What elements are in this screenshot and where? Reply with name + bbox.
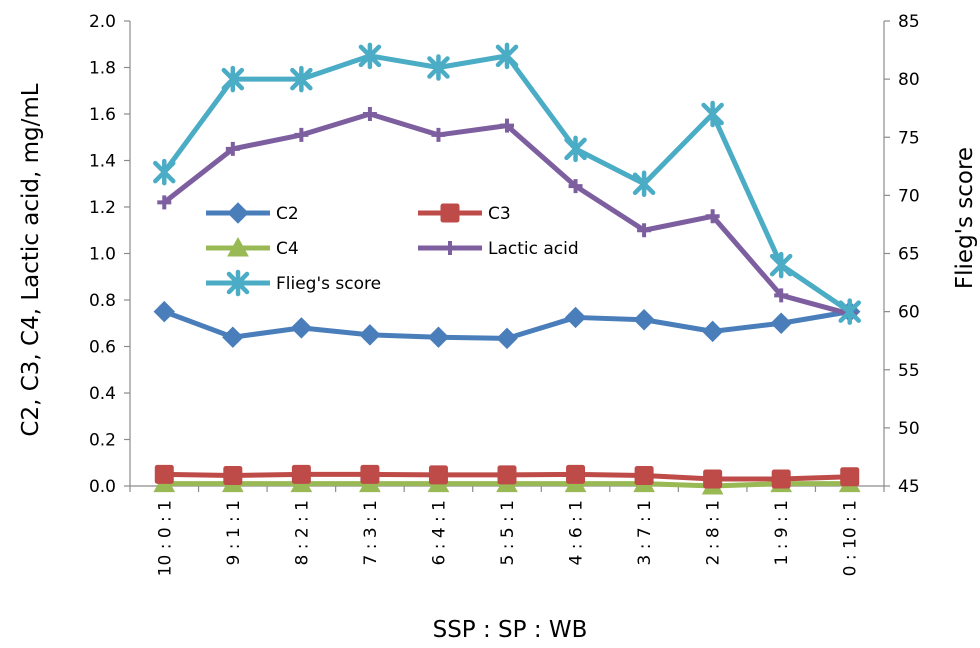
series-line-flieg-s-score bbox=[162, 53, 852, 314]
y2-tick-label: 55 bbox=[898, 361, 920, 381]
marker-star bbox=[221, 65, 245, 93]
legend-item: C3 bbox=[418, 203, 511, 224]
marker-star bbox=[564, 135, 587, 163]
legend-label: Flieg's score bbox=[276, 274, 381, 294]
x-tick-label: 6 : 4 : 1 bbox=[429, 500, 449, 566]
y-tick-label: 1.0 bbox=[89, 245, 116, 265]
legend-label: C3 bbox=[488, 204, 511, 224]
x-tick-label: 3 : 7 : 1 bbox=[635, 500, 655, 566]
y-tick-label: 1.8 bbox=[89, 59, 116, 79]
marker-diamond bbox=[770, 312, 792, 334]
marker-plus bbox=[362, 107, 377, 121]
marker-diamond bbox=[227, 202, 249, 224]
legend-label: Lactic acid bbox=[488, 239, 579, 259]
marker-square bbox=[291, 464, 311, 484]
marker-square bbox=[440, 203, 460, 223]
y-tick-label: 0.8 bbox=[89, 291, 116, 311]
y2-tick-label: 65 bbox=[898, 245, 920, 265]
marker-plus bbox=[705, 209, 720, 224]
legend-item: Flieg's score bbox=[206, 269, 381, 297]
marker-plus bbox=[443, 241, 457, 255]
marker-plus bbox=[225, 141, 240, 156]
marker-square bbox=[223, 466, 243, 486]
y-tick-label: 1.2 bbox=[89, 198, 116, 218]
y-axis-title: C2, C3, C4, Lactic acid, mg/mL bbox=[18, 83, 44, 436]
marker-plus bbox=[431, 127, 446, 142]
marker-square bbox=[771, 469, 791, 489]
marker-star bbox=[632, 170, 656, 197]
x-tick-label: 7 : 3 : 1 bbox=[361, 500, 381, 566]
x-tick-label: 0 : 10 : 1 bbox=[841, 500, 861, 576]
marker-diamond bbox=[701, 320, 724, 343]
legend-item: C4 bbox=[206, 236, 299, 259]
marker-star bbox=[769, 251, 793, 279]
y-tick-label: 2.0 bbox=[89, 12, 116, 32]
x-tick-label: 1 : 9 : 1 bbox=[772, 500, 792, 566]
marker-diamond bbox=[359, 324, 381, 346]
legend-label: C4 bbox=[276, 239, 299, 259]
marker-plus bbox=[294, 127, 309, 142]
x-tick-label: 9 : 1 : 1 bbox=[224, 500, 244, 566]
x-tick-label: 4 : 6 : 1 bbox=[567, 500, 587, 566]
marker-star bbox=[226, 269, 250, 297]
marker-square bbox=[428, 465, 448, 485]
series-c2 bbox=[153, 300, 861, 350]
marker-star bbox=[358, 42, 382, 70]
y2-tick-label: 50 bbox=[898, 419, 920, 439]
x-tick-label: 8 : 2 : 1 bbox=[292, 500, 312, 566]
marker-diamond bbox=[222, 326, 244, 348]
y-tick-label: 1.6 bbox=[89, 105, 116, 125]
marker-square bbox=[566, 464, 586, 484]
marker-square bbox=[634, 466, 654, 486]
y2-axis-title: Flieg's score bbox=[952, 147, 978, 289]
legend-item: C2 bbox=[206, 202, 299, 224]
marker-diamond bbox=[153, 300, 175, 323]
marker-plus bbox=[157, 195, 172, 210]
series-c3 bbox=[154, 464, 860, 489]
marker-square bbox=[497, 465, 517, 485]
marker-star bbox=[427, 54, 450, 81]
y-tick-label: 0.6 bbox=[89, 338, 116, 358]
marker-square bbox=[154, 464, 174, 484]
marker-diamond bbox=[564, 306, 587, 329]
marker-star bbox=[153, 158, 176, 186]
series-flieg-s-score bbox=[153, 42, 861, 325]
marker-square bbox=[360, 464, 380, 484]
legend-item: Lactic acid bbox=[418, 239, 579, 259]
y2-tick-label: 75 bbox=[898, 128, 920, 148]
marker-plus bbox=[637, 223, 652, 238]
marker-plus bbox=[774, 288, 789, 303]
y2-tick-label: 80 bbox=[898, 70, 920, 90]
marker-star bbox=[495, 42, 519, 70]
marker-plus bbox=[568, 179, 583, 194]
marker-square bbox=[703, 469, 723, 489]
y-tick-label: 0.0 bbox=[89, 477, 116, 497]
y2-tick-label: 85 bbox=[898, 12, 920, 32]
y2-tick-label: 60 bbox=[898, 303, 920, 323]
x-tick-label: 2 : 8 : 1 bbox=[704, 500, 724, 566]
marker-square bbox=[840, 467, 860, 487]
marker-triangle bbox=[227, 236, 249, 257]
marker-plus bbox=[500, 118, 514, 133]
marker-diamond bbox=[496, 327, 518, 350]
marker-diamond bbox=[633, 309, 655, 331]
legend-label: C2 bbox=[276, 204, 299, 224]
y-tick-label: 0.4 bbox=[89, 384, 116, 404]
marker-star bbox=[838, 298, 861, 325]
marker-diamond bbox=[427, 326, 450, 348]
x-tick-label: 5 : 5 : 1 bbox=[498, 500, 518, 566]
marker-star bbox=[290, 65, 313, 93]
series-lactic-acid bbox=[157, 107, 857, 321]
x-tick-label: 10 : 0 : 1 bbox=[155, 500, 175, 576]
marker-star bbox=[701, 100, 724, 128]
y2-tick-label: 45 bbox=[898, 477, 920, 497]
x-axis-title: SSP : SP : WB bbox=[433, 617, 588, 643]
y-tick-label: 1.4 bbox=[89, 152, 116, 172]
y-tick-label: 0.2 bbox=[89, 431, 116, 451]
marker-diamond bbox=[290, 317, 313, 339]
y2-tick-label: 70 bbox=[898, 186, 920, 206]
